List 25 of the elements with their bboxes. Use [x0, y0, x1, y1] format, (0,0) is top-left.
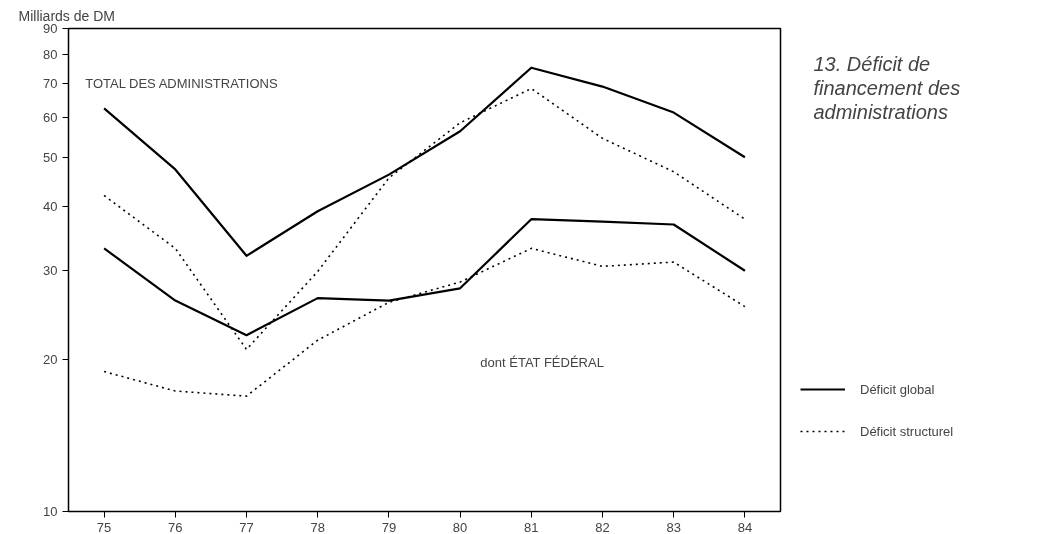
y-tick-label: 60: [43, 110, 58, 126]
y-tick-label: 20: [43, 351, 58, 367]
x-tick-label: 80: [452, 519, 468, 534]
annotation: dont ÉTAT FÉDÉRAL: [480, 355, 604, 371]
x-tick-label: 84: [737, 519, 753, 534]
y-tick-label: 70: [43, 76, 58, 92]
x-tick-label: 78: [310, 519, 325, 534]
annotation: TOTAL DES ADMINISTRATIONS: [85, 76, 278, 92]
y-tick-label: 30: [43, 262, 58, 278]
legend-label: Déficit structurel: [860, 423, 954, 439]
x-tick-label: 79: [381, 519, 397, 534]
x-tick-label: 81: [524, 519, 539, 534]
x-tick-label: 76: [168, 519, 183, 534]
y-tick-label: 10: [43, 504, 58, 519]
x-tick-label: 83: [666, 519, 681, 534]
x-tick-label: 75: [96, 519, 112, 534]
y-tick-label: 40: [43, 199, 58, 215]
y-tick-label: 50: [43, 150, 58, 166]
text: 13. Déficit de financement des administrations: [813, 52, 961, 124]
y-axis-title: Milliards de DM: [18, 7, 115, 24]
x-tick-label: 82: [595, 519, 610, 534]
y-tick-label: 80: [43, 46, 58, 62]
y-tick-label: 90: [43, 21, 58, 36]
x-tick-label: 77: [239, 519, 254, 534]
legend-label: Déficit global: [860, 381, 935, 397]
